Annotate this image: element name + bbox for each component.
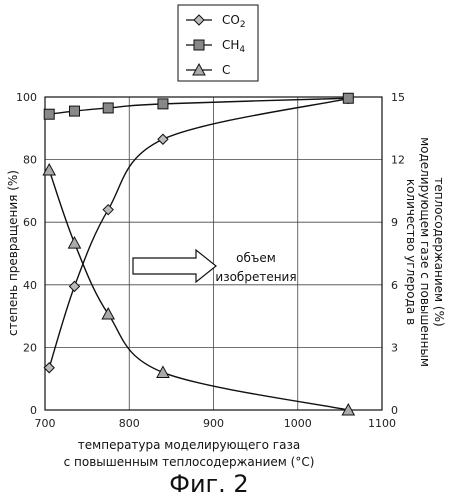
data-point-c: [67, 236, 82, 249]
data-point-c: [42, 162, 57, 176]
data-point-ch4: [102, 102, 114, 114]
series-line-c: [48, 169, 349, 411]
y-axis-right-label-1: количество углерода в: [404, 179, 418, 325]
legend-marker-c: [192, 62, 206, 76]
y-axis-left-label: степень превращения (%): [6, 170, 20, 336]
y-right-tick-label: 3: [391, 341, 398, 354]
y-left-tick-label: 80: [23, 154, 37, 167]
legend-box: [177, 4, 259, 82]
y-left-tick-label: 20: [23, 341, 37, 354]
figure-caption: Фиг. 2: [169, 470, 248, 498]
y-axis-right-label-3: теплосодержанием (%): [432, 177, 446, 326]
data-point-c: [341, 402, 356, 416]
x-tick-label: 800: [119, 417, 140, 430]
legend-label-co2: CO2: [222, 13, 246, 30]
y-left-tick-label: 0: [30, 404, 37, 417]
x-tick-label: 1100: [368, 417, 396, 430]
y-left-tick-label: 100: [16, 91, 37, 104]
y-right-tick-label: 6: [391, 279, 398, 292]
series-layer: [42, 92, 356, 416]
data-point-co2: [102, 203, 114, 216]
x-tick-label: 900: [203, 417, 224, 430]
plot-frame: [44, 96, 383, 411]
x-axis-label-1: температура моделирующего газа: [78, 438, 300, 452]
y-left-tick-label: 60: [23, 216, 37, 229]
legend-marker-ch4: [193, 39, 205, 51]
legend-label-c: C: [222, 63, 230, 77]
data-point-ch4: [68, 105, 80, 117]
data-point-ch4: [157, 98, 169, 110]
x-axis-label-2: с повышенным теплосодержанием (°C): [64, 455, 315, 469]
annotation-line-1: объем: [236, 251, 276, 265]
x-tick-label: 700: [35, 417, 56, 430]
data-point-c: [156, 365, 170, 378]
y-axis-right-label-2: моделирующем газе с повышенным: [418, 137, 432, 367]
x-tick-label: 1000: [284, 417, 312, 430]
y-left-tick-label: 40: [23, 279, 37, 292]
series-line-co2: [48, 97, 349, 368]
y-right-tick-label: 9: [391, 216, 398, 229]
data-point-ch4: [342, 92, 354, 104]
invention-range-annotation: объем изобретения: [132, 248, 297, 284]
data-point-co2: [157, 133, 169, 145]
y-right-tick-label: 0: [391, 404, 398, 417]
annotation-line-2: изобретения: [215, 270, 296, 284]
legend-marker-co2: [193, 14, 205, 26]
data-point-co2: [68, 280, 81, 293]
y-right-tick-label: 12: [391, 154, 405, 167]
data-point-c: [101, 306, 116, 320]
y-right-tick-label: 15: [391, 91, 405, 104]
data-point-co2: [43, 362, 55, 374]
range-arrow: [132, 248, 217, 284]
grid: [45, 97, 382, 410]
data-point-ch4: [43, 108, 55, 120]
